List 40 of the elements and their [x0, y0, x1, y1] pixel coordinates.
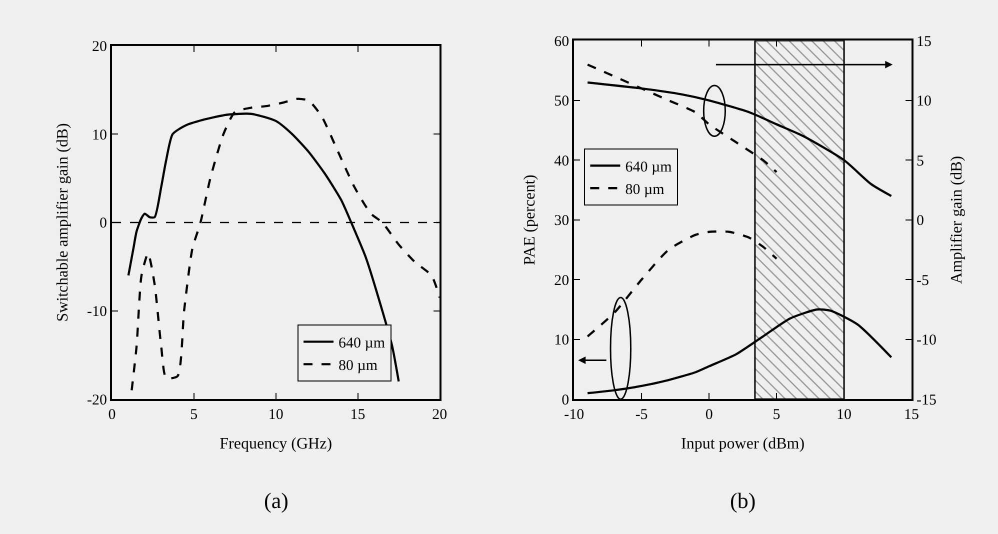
legend-label: 80 µm	[338, 358, 378, 374]
y2-tick-label: -10	[916, 332, 937, 349]
x-tick-label: -10	[564, 407, 584, 424]
y-tick-label: 20	[554, 272, 570, 289]
y2-tick-label: 5	[916, 153, 924, 170]
x-tick-label: 20	[432, 407, 448, 424]
x-tick-label: 15	[904, 407, 920, 424]
x-axis-title: Frequency (GHz)	[220, 435, 332, 452]
x-tick-label: 5	[772, 407, 780, 424]
y-tick-label: 30	[554, 213, 570, 230]
text: (b)	[730, 488, 756, 513]
y2-tick-label: 15	[916, 34, 932, 50]
x-tick-label: 10	[836, 407, 852, 424]
x-tick-label: 5	[190, 407, 198, 424]
y2-tick-label: -5	[916, 272, 930, 289]
y-axis-title: PAE (percent)	[521, 174, 538, 266]
y-tick-label: -20	[87, 392, 108, 408]
y2-tick-label: 0	[916, 213, 924, 230]
legend-label: 640 µm	[338, 336, 386, 352]
x-tick-label: 0	[705, 407, 713, 424]
y-tick-label: 50	[554, 94, 570, 110]
y2-axis-title: Amplifier gain (dB)	[948, 156, 966, 284]
y-tick-label: 0	[562, 392, 570, 408]
legend-label: 640 µm	[625, 159, 672, 176]
x-tick-label: -5	[635, 407, 648, 424]
y-tick-label: 60	[554, 34, 570, 50]
y-tick-label: 20	[92, 39, 108, 56]
y-tick-label: 40	[554, 153, 570, 170]
y2-tick-label: -15	[916, 392, 937, 408]
y-tick-label: 10	[554, 332, 570, 349]
x-tick-label: 10	[268, 407, 284, 424]
text: (a)	[264, 488, 288, 513]
y-tick-label: -10	[87, 304, 108, 320]
legend-label: 80 µm	[625, 182, 665, 198]
y2-tick-label: 10	[916, 94, 932, 110]
x-tick-label: 15	[350, 407, 366, 424]
y-axis-title: Switchable amplifier gain (dB)	[54, 123, 72, 322]
y-tick-label: 10	[92, 127, 108, 144]
y-tick-label: 0	[100, 216, 108, 232]
x-axis-title: Input power (dBm)	[681, 435, 805, 452]
